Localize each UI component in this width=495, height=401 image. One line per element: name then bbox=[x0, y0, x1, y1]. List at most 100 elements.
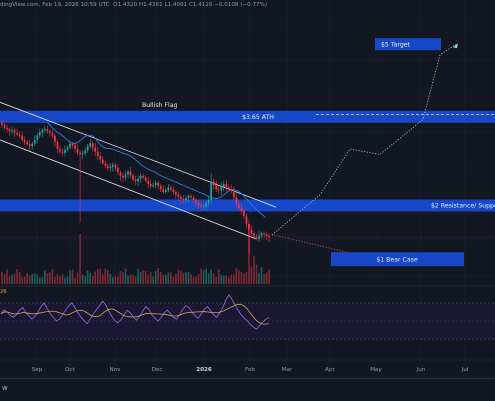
volume-bar bbox=[134, 276, 137, 284]
candle bbox=[112, 164, 114, 167]
x-tick-label: May bbox=[370, 367, 382, 373]
volume-bar bbox=[268, 269, 270, 284]
volume-bar bbox=[96, 269, 99, 284]
volume-bar bbox=[36, 274, 39, 284]
channel-lower bbox=[0, 139, 257, 240]
candle bbox=[187, 195, 190, 198]
candle bbox=[185, 197, 187, 201]
volume-bar bbox=[233, 274, 235, 284]
candle bbox=[41, 130, 44, 133]
candle bbox=[192, 197, 195, 201]
volume-bar bbox=[215, 277, 217, 284]
candle bbox=[157, 182, 160, 187]
candle bbox=[59, 149, 61, 152]
candle bbox=[250, 229, 253, 234]
x-tick-label: Jun bbox=[416, 367, 426, 373]
candle bbox=[11, 130, 13, 132]
candle bbox=[142, 175, 144, 178]
candle bbox=[235, 197, 238, 205]
volume-bar bbox=[250, 266, 253, 284]
volume-bar bbox=[202, 270, 205, 284]
candle bbox=[253, 233, 255, 237]
candle bbox=[248, 223, 250, 230]
candle bbox=[220, 186, 223, 191]
candle bbox=[134, 179, 137, 182]
candle bbox=[147, 180, 150, 184]
volume-bar bbox=[165, 274, 167, 284]
volume-bar bbox=[263, 273, 265, 284]
candle bbox=[164, 190, 167, 193]
annotation-bullish-flag: Bullish Flag bbox=[142, 102, 178, 109]
volume-bar bbox=[162, 274, 165, 284]
x-tick-label: Apr bbox=[325, 367, 335, 373]
volume-bar bbox=[104, 268, 107, 284]
target-label-1: $1 Bear Case bbox=[376, 256, 418, 263]
candle bbox=[114, 164, 117, 168]
resistance-band bbox=[0, 199, 495, 212]
volume-bar bbox=[64, 277, 66, 284]
candle bbox=[268, 236, 270, 238]
candle bbox=[1, 122, 3, 125]
volume-bar bbox=[167, 272, 170, 284]
volume-bar bbox=[195, 276, 197, 284]
x-tick-label: Nov bbox=[110, 367, 122, 373]
volume-bar bbox=[16, 269, 18, 284]
chart-header: dingView.com, Feb 19, 2026 10:59 UTC O1.… bbox=[0, 2, 267, 8]
candle bbox=[104, 163, 107, 166]
ath-band bbox=[0, 110, 495, 123]
candle bbox=[106, 165, 109, 168]
target-box-1 bbox=[331, 252, 464, 267]
volume-bar bbox=[248, 224, 250, 284]
candle bbox=[8, 129, 11, 132]
candle bbox=[31, 143, 34, 147]
candle bbox=[210, 181, 213, 201]
volume-bar bbox=[144, 270, 147, 284]
candle bbox=[243, 210, 245, 217]
volume-bar bbox=[13, 273, 16, 284]
candle bbox=[16, 132, 18, 135]
volume-bar bbox=[18, 272, 21, 284]
candle bbox=[245, 216, 248, 224]
bull-path bbox=[271, 43, 457, 236]
volume-bar bbox=[132, 274, 134, 284]
volume-bar bbox=[220, 274, 223, 284]
volume-bar bbox=[172, 276, 175, 284]
x-tick-label: Feb bbox=[245, 367, 255, 373]
candle bbox=[38, 132, 41, 136]
volume-bar bbox=[89, 273, 91, 284]
candle bbox=[13, 130, 16, 133]
source-text: dingView.com, Feb 19, 2026 10:59 UTC bbox=[0, 2, 110, 8]
volume-bar bbox=[81, 274, 84, 284]
candle bbox=[172, 189, 175, 193]
x-axis: Sep Oct Nov Dec 2026 Feb Mar Apr May Jun Jul bbox=[0, 359, 495, 373]
volume-bar bbox=[127, 275, 129, 284]
volume-bar bbox=[54, 276, 56, 284]
volume-bar bbox=[74, 277, 76, 284]
candle bbox=[227, 187, 230, 190]
target-box-5 bbox=[375, 38, 441, 51]
candlesticks bbox=[1, 119, 270, 254]
target-boxes: $5 Target $1 Bear Case bbox=[331, 38, 464, 267]
candle bbox=[36, 135, 39, 140]
volume-bar bbox=[154, 270, 157, 284]
candle bbox=[159, 186, 162, 190]
volume-bar bbox=[157, 268, 160, 284]
volume-bar bbox=[31, 273, 34, 284]
volume-bar bbox=[86, 270, 89, 284]
candle bbox=[175, 192, 177, 195]
level-bands: $3.65 ATH $2 Resistance/ Support bbox=[0, 110, 495, 238]
candle bbox=[139, 175, 142, 179]
candle bbox=[258, 235, 260, 239]
candle bbox=[43, 129, 46, 131]
candle bbox=[232, 190, 235, 198]
volume-bar bbox=[41, 277, 44, 284]
volume-bar bbox=[119, 270, 122, 284]
volume-bar bbox=[11, 274, 13, 284]
volume-bar bbox=[84, 275, 86, 284]
candle bbox=[23, 139, 26, 143]
volume-bar bbox=[49, 272, 51, 284]
volume-bar bbox=[69, 270, 71, 284]
candle bbox=[167, 187, 170, 191]
candle bbox=[86, 146, 89, 151]
